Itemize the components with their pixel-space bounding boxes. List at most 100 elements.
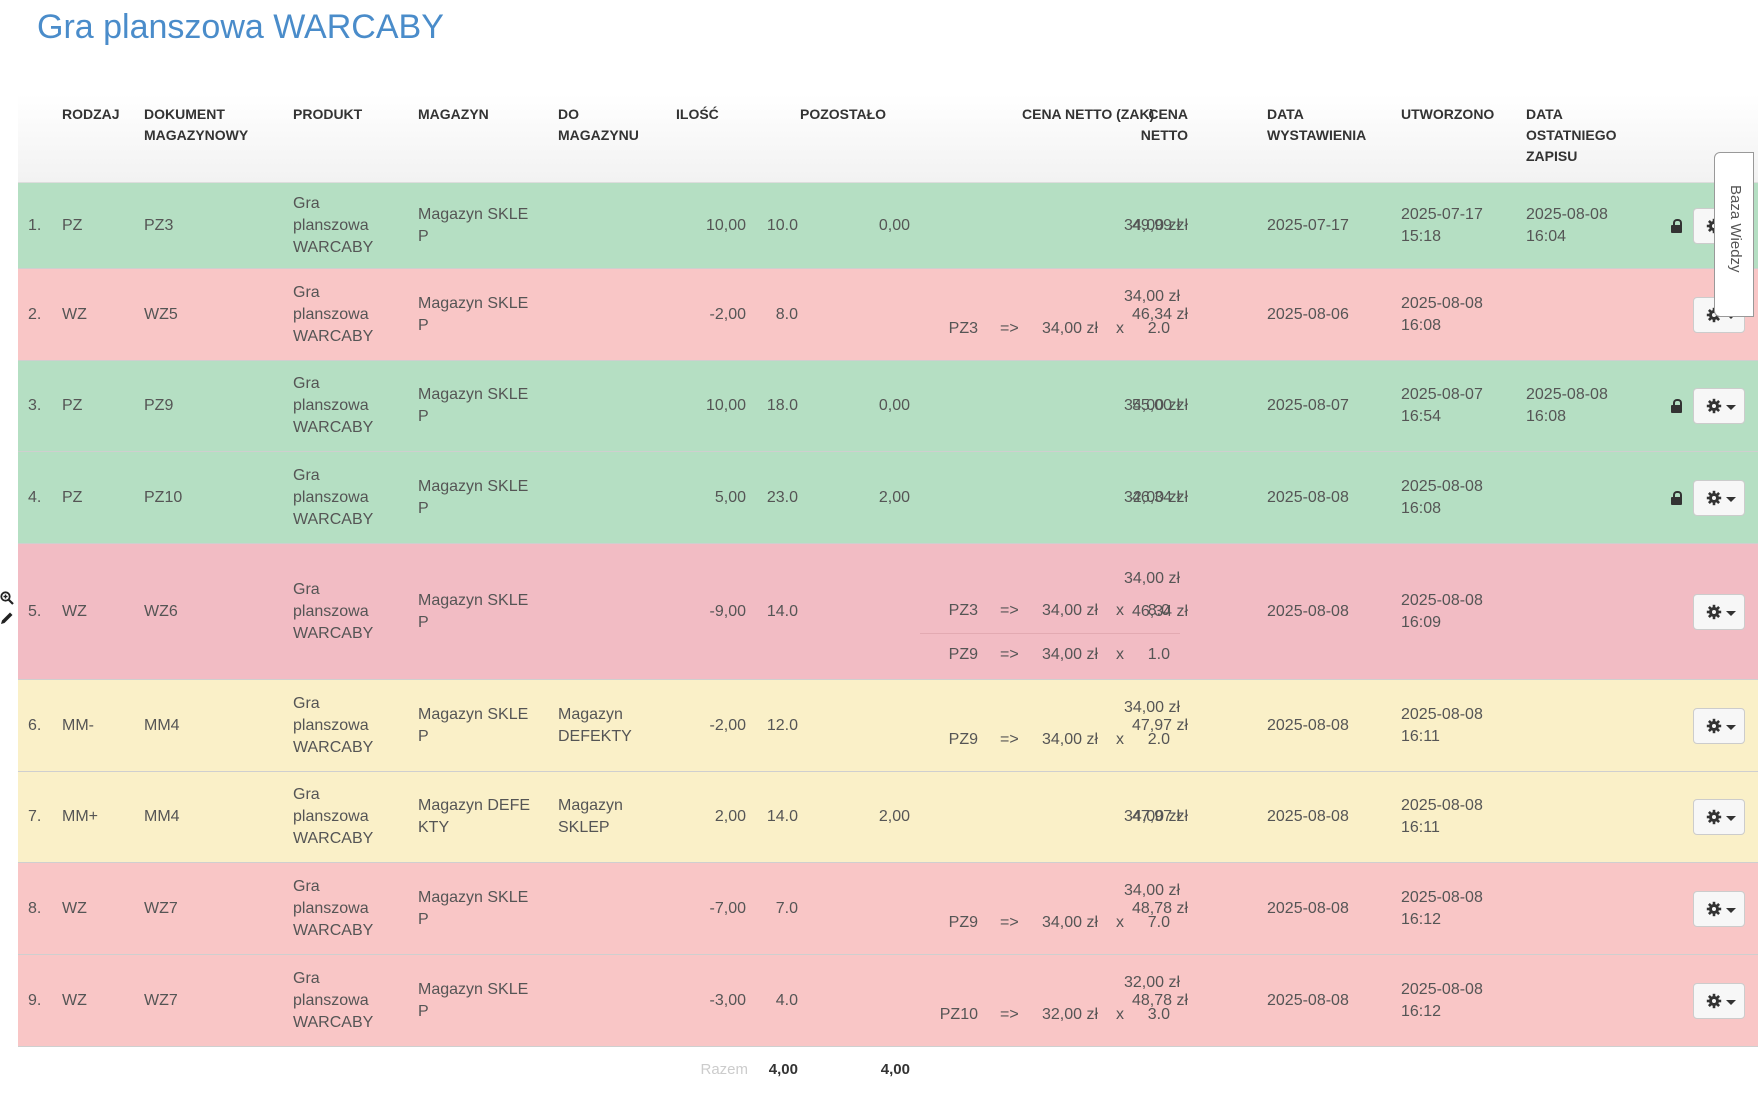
row-actions-button[interactable]: [1693, 388, 1745, 424]
table-row[interactable]: 4. PZ PZ10 Gra planszowa WARCABY Magazyn SKL…: [18, 452, 1758, 544]
row-number: 8.: [28, 899, 42, 917]
row-rodzaj: WZ: [62, 602, 87, 620]
zoom-in-icon[interactable]: [0, 591, 14, 605]
cost-line-price: 34,00 zł: [1041, 730, 1098, 748]
row-rodzaj: PZ: [62, 488, 83, 506]
header-data-wystawienia[interactable]: DATA WYSTAWIENIA: [1267, 106, 1367, 143]
row-dokument-link[interactable]: WZ7: [144, 899, 178, 917]
row-data-wystawienia: 2025-07-17: [1267, 216, 1349, 234]
row-number: 3.: [28, 397, 42, 414]
row-dokument-link[interactable]: WZ6: [144, 602, 178, 620]
header-magazyn[interactable]: MAGAZYN: [418, 106, 489, 122]
row-number: 4.: [28, 488, 42, 506]
row-data-wystawienia: 2025-08-06: [1267, 305, 1349, 323]
table-row[interactable]: 5. WZ WZ6 Gra planszowa WARCABY Magazyn SKLE…: [18, 544, 1758, 680]
cost-line-price: 34,00 zł: [1041, 913, 1098, 931]
table-row[interactable]: 9. WZ WZ7 Gra planszowa WARCABY Magazyn SKLE…: [18, 955, 1758, 1047]
cost-line-x: x: [1116, 319, 1124, 337]
lock-icon: [1671, 490, 1682, 505]
row-dokument-link[interactable]: MM4: [144, 808, 180, 825]
row-actions-button[interactable]: [1693, 799, 1745, 835]
pencil-icon[interactable]: [0, 611, 14, 625]
cost-line-arrow: =>: [1000, 319, 1019, 337]
table-row[interactable]: 6. MM- MM4 Gra planszowa WARCABY Magazyn SKL…: [18, 680, 1758, 772]
header-cena-netto[interactable]: CENA NETTO: [1140, 106, 1188, 143]
gear-icon: [1706, 604, 1722, 619]
row-magazyn: Magazyn SKLE P: [418, 980, 529, 1020]
row-actions-button[interactable]: [1693, 593, 1745, 630]
header-rodzaj[interactable]: RODZAJ: [62, 106, 120, 122]
gear-icon: [1706, 490, 1722, 505]
row-data-wystawienia: 2025-08-08: [1267, 488, 1349, 506]
row-rodzaj: MM-: [62, 716, 94, 734]
table-row[interactable]: 3. PZ PZ9 Gra planszowa WARCABY Magazyn SKLE…: [18, 361, 1758, 452]
row-produkt: Gra planszowa WARCABY: [293, 694, 374, 756]
table-row[interactable]: 2. WZ WZ5 Gra planszowa WARCABY Magazyn SKLE…: [18, 269, 1758, 361]
row-data-wystawienia: 2025-08-08: [1267, 991, 1349, 1009]
header-produkt[interactable]: PRODUKT: [293, 106, 363, 122]
cost-line-doc: PZ3: [948, 319, 978, 337]
cost-line-doc: PZ9: [948, 645, 978, 663]
row-cena-zak: 34,00 zł: [1123, 881, 1180, 899]
row-cena-netto: 49,99 zł: [1131, 216, 1188, 234]
row-actions-button[interactable]: [1693, 479, 1745, 516]
row-data-zapisu: 2025-08-08 16:08: [1526, 386, 1608, 425]
row-dokument-link[interactable]: WZ7: [144, 991, 178, 1009]
row-magazyn: Magazyn SKLE P: [418, 705, 529, 745]
header-do-magazynu[interactable]: DO MAGAZYNU: [558, 106, 639, 143]
header-dokument[interactable]: DOKUMENT MAGAZYNOWY: [144, 106, 249, 143]
footer-label: Razem: [700, 1061, 748, 1078]
row-dokument-link[interactable]: PZ9: [144, 397, 174, 414]
row-magazyn: Magazyn SKLE P: [418, 386, 529, 425]
row-actions-button[interactable]: [1693, 890, 1745, 927]
header-utworzono[interactable]: UTWORZONO: [1401, 106, 1495, 122]
header-pozostalo[interactable]: POZOSTAŁO: [800, 106, 887, 122]
caret-down-icon: [1726, 907, 1736, 913]
row-stan: 8.0: [775, 305, 798, 323]
row-utworzono: 2025-08-08 16:12: [1401, 980, 1483, 1020]
cost-line-x: x: [1116, 645, 1124, 663]
row-stan: 7.0: [775, 899, 798, 917]
table-row[interactable]: 8. WZ WZ7 Gra planszowa WARCABY Magazyn SKLE…: [18, 863, 1758, 955]
caret-down-icon: [1726, 999, 1736, 1005]
row-utworzono: 2025-08-08 16:11: [1401, 797, 1483, 836]
row-dokument-link[interactable]: PZ10: [144, 488, 183, 506]
row-utworzono: 2025-08-08 16:12: [1401, 888, 1483, 928]
row-stan: 4.0: [775, 991, 798, 1009]
header-data-ostatniego-zapisu[interactable]: DATA OSTATNIEGO ZAPISU: [1526, 106, 1617, 164]
row-stan: 10.0: [766, 216, 798, 234]
row-cena-netto: 47,97 zł: [1131, 716, 1188, 734]
row-number: 1.: [28, 216, 42, 234]
row-number: 6.: [28, 716, 42, 734]
row-rodzaj: MM+: [62, 808, 98, 825]
row-stan: 23.0: [766, 488, 798, 506]
row-rodzaj: WZ: [62, 899, 87, 917]
cost-line-x: x: [1116, 1005, 1124, 1023]
row-dokument-link[interactable]: MM4: [144, 716, 180, 734]
footer-pozostalo-total: 4,00: [880, 1061, 910, 1078]
cost-line-qty: 1.0: [1147, 645, 1170, 663]
page-title: Gra planszowa WARCABY: [37, 8, 444, 46]
row-cena-zak: 32,00 zł: [1123, 973, 1180, 991]
knowledge-base-tab[interactable]: Baza Wiedzy: [1714, 152, 1754, 317]
row-cena-zak: 34,00 zł: [1123, 808, 1180, 825]
row-magazyn: Magazyn DEFE KTY: [418, 797, 531, 836]
row-dokument-link[interactable]: PZ3: [144, 216, 174, 234]
cost-line-qty: 2.0: [1147, 730, 1170, 748]
row-actions-button[interactable]: [1693, 982, 1745, 1019]
cost-line-arrow: =>: [1000, 601, 1019, 619]
row-actions-button[interactable]: [1693, 707, 1745, 744]
table-row[interactable]: 7. MM+ MM4 Gra planszowa WARCABY Magazyn DEF…: [18, 772, 1758, 863]
row-magazyn: Magazyn SKLE P: [418, 591, 529, 631]
table-row[interactable]: 1. PZ PZ3 Gra planszowa WARCABY Magazyn SKLE…: [18, 183, 1758, 269]
row-produkt: Gra planszowa WARCABY: [293, 375, 374, 436]
header-cena-netto-zak[interactable]: CENA NETTO (ZAK): [1022, 106, 1155, 122]
row-dokument-link[interactable]: WZ5: [144, 305, 178, 323]
row-pozostalo: 2,00: [878, 808, 910, 825]
row-produkt: Gra planszowa WARCABY: [293, 580, 374, 642]
row-data-wystawienia: 2025-08-08: [1267, 808, 1349, 825]
gear-icon: [1706, 993, 1722, 1008]
row-rodzaj: WZ: [62, 305, 87, 323]
row-produkt: Gra planszowa WARCABY: [293, 283, 374, 345]
header-ilosc[interactable]: ILOŚĆ: [676, 106, 719, 122]
